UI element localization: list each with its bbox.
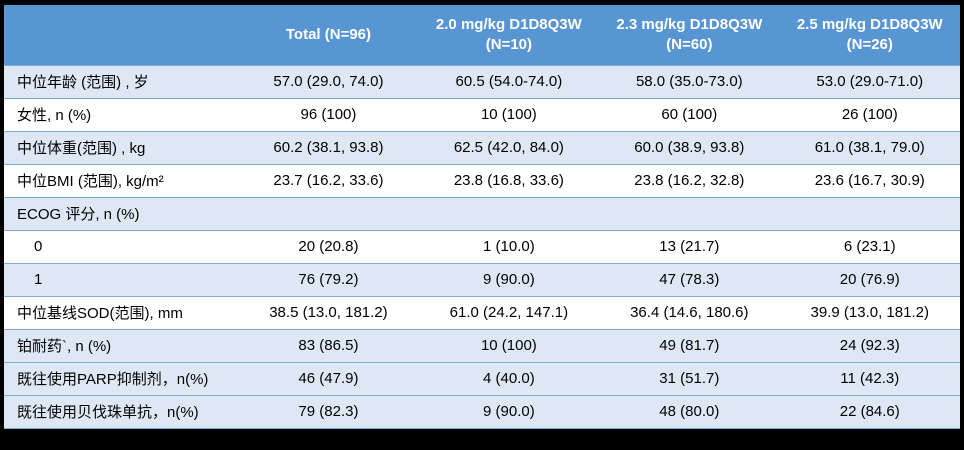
cell-value: 11 (42.3) [779, 361, 960, 395]
baseline-characteristics-table: Total (N=96) 2.0 mg/kg D1D8Q3W (N=10) 2.… [4, 5, 960, 429]
table-row: 既往使用PARP抑制剂，n(%) 46 (47.9) 4 (40.0) 31 (51.… [4, 361, 960, 395]
row-label: 中位BMI (范围), kg/m² [4, 163, 239, 197]
cell-value: 76 (79.2) [238, 262, 419, 296]
baseline-characteristics-table-wrap: Total (N=96) 2.0 mg/kg D1D8Q3W (N=10) 2.… [4, 5, 960, 429]
cell-value: 1 (10.0) [418, 229, 600, 263]
row-label: 中位基线SOD(范围), mm [4, 295, 239, 329]
cell-value: 9 (90.0) [418, 262, 600, 296]
table-row: 中位年龄 (范围) , 岁 57.0 (29.0, 74.0) 60.5 (54.0… [4, 64, 960, 98]
row-label: 既往使用PARP抑制剂，n(%) [4, 361, 239, 395]
cell-value: 31 (51.7) [599, 361, 780, 395]
table-row: 铂耐药`, n (%) 83 (86.5) 10 (100) 49 (81.7) 24 … [4, 328, 960, 362]
cell-value: 20 (76.9) [779, 262, 960, 296]
row-label: 1 [4, 262, 239, 296]
cell-value: 60.2 (38.1, 93.8) [238, 130, 419, 164]
cell-value: 60.0 (38.9, 93.8) [599, 130, 780, 164]
cell-value: 23.8 (16.8, 33.6) [418, 163, 600, 197]
cell-value [238, 196, 419, 230]
table-row: 中位体重(范围) , kg 60.2 (38.1, 93.8) 62.5 (42.0… [4, 130, 960, 164]
table-row: 既往使用贝伐珠单抗，n(%) 79 (82.3) 9 (90.0) 48 (80.0)… [4, 394, 960, 429]
cell-value: 46 (47.9) [238, 361, 419, 395]
cell-value: 39.9 (13.0, 181.2) [779, 295, 960, 329]
cell-value: 6 (23.1) [779, 229, 960, 263]
table-row: 中位BMI (范围), kg/m² 23.7 (16.2, 33.6) 23.8 (… [4, 163, 960, 197]
cell-value: 53.0 (29.0-71.0) [779, 64, 960, 98]
cell-value: 60 (100) [599, 97, 780, 131]
cell-value: 4 (40.0) [418, 361, 600, 395]
cell-value: 23.8 (16.2, 32.8) [599, 163, 780, 197]
table-row: ECOG 评分, n (%) [4, 196, 960, 230]
cell-value: 47 (78.3) [599, 262, 780, 296]
cell-value: 26 (100) [779, 97, 960, 131]
cell-value: 61.0 (38.1, 79.0) [779, 130, 960, 164]
cell-value: 23.7 (16.2, 33.6) [238, 163, 419, 197]
header-cell-dose-2-3: 2.3 mg/kg D1D8Q3W (N=60) [599, 5, 780, 65]
cell-value: 20 (20.8) [238, 229, 419, 263]
row-label: 女性, n (%) [4, 97, 239, 131]
cell-value: 10 (100) [418, 97, 600, 131]
cell-value: 22 (84.6) [779, 394, 960, 429]
cell-value [599, 196, 780, 230]
cell-value: 24 (92.3) [779, 328, 960, 362]
header-row: Total (N=96) 2.0 mg/kg D1D8Q3W (N=10) 2.… [4, 5, 960, 65]
cell-value: 62.5 (42.0, 84.0) [418, 130, 600, 164]
table-row: 女性, n (%) 96 (100) 10 (100) 60 (100) 26 (100… [4, 97, 960, 131]
header-cell-empty [4, 5, 239, 65]
row-label: 中位年龄 (范围) , 岁 [4, 64, 239, 98]
row-label: 既往使用贝伐珠单抗，n(%) [4, 394, 239, 429]
header-cell-dose-2-5: 2.5 mg/kg D1D8Q3W (N=26) [779, 5, 960, 65]
cell-value: 96 (100) [238, 97, 419, 131]
cell-value: 57.0 (29.0, 74.0) [238, 64, 419, 98]
table-body: 中位年龄 (范围) , 岁 57.0 (29.0, 74.0) 60.5 (54.0… [4, 64, 960, 429]
cell-value: 79 (82.3) [238, 394, 419, 429]
cell-value: 23.6 (16.7, 30.9) [779, 163, 960, 197]
cell-value [418, 196, 600, 230]
cell-value: 61.0 (24.2, 147.1) [418, 295, 600, 329]
row-label: ECOG 评分, n (%) [4, 196, 239, 230]
cell-value: 58.0 (35.0-73.0) [599, 64, 780, 98]
cell-value: 60.5 (54.0-74.0) [418, 64, 600, 98]
cell-value [779, 196, 960, 230]
table-header: Total (N=96) 2.0 mg/kg D1D8Q3W (N=10) 2.… [4, 5, 960, 65]
row-label: 中位体重(范围) , kg [4, 130, 239, 164]
header-cell-total: Total (N=96) [238, 5, 419, 65]
cell-value: 36.4 (14.6, 180.6) [599, 295, 780, 329]
cell-value: 49 (81.7) [599, 328, 780, 362]
cell-value: 83 (86.5) [238, 328, 419, 362]
cell-value: 13 (21.7) [599, 229, 780, 263]
cell-value: 38.5 (13.0, 181.2) [238, 295, 419, 329]
table-row: 1 76 (79.2) 9 (90.0) 47 (78.3) 20 (76.9) [4, 262, 960, 296]
table-row: 中位基线SOD(范围), mm 38.5 (13.0, 181.2) 61.0 (2… [4, 295, 960, 329]
table-row: 0 20 (20.8) 1 (10.0) 13 (21.7) 6 (23.1) [4, 229, 960, 263]
cell-value: 48 (80.0) [599, 394, 780, 429]
row-label: 铂耐药`, n (%) [4, 328, 239, 362]
cell-value: 10 (100) [418, 328, 600, 362]
header-cell-dose-2-0: 2.0 mg/kg D1D8Q3W (N=10) [418, 5, 600, 65]
row-label: 0 [4, 229, 239, 263]
cell-value: 9 (90.0) [418, 394, 600, 429]
